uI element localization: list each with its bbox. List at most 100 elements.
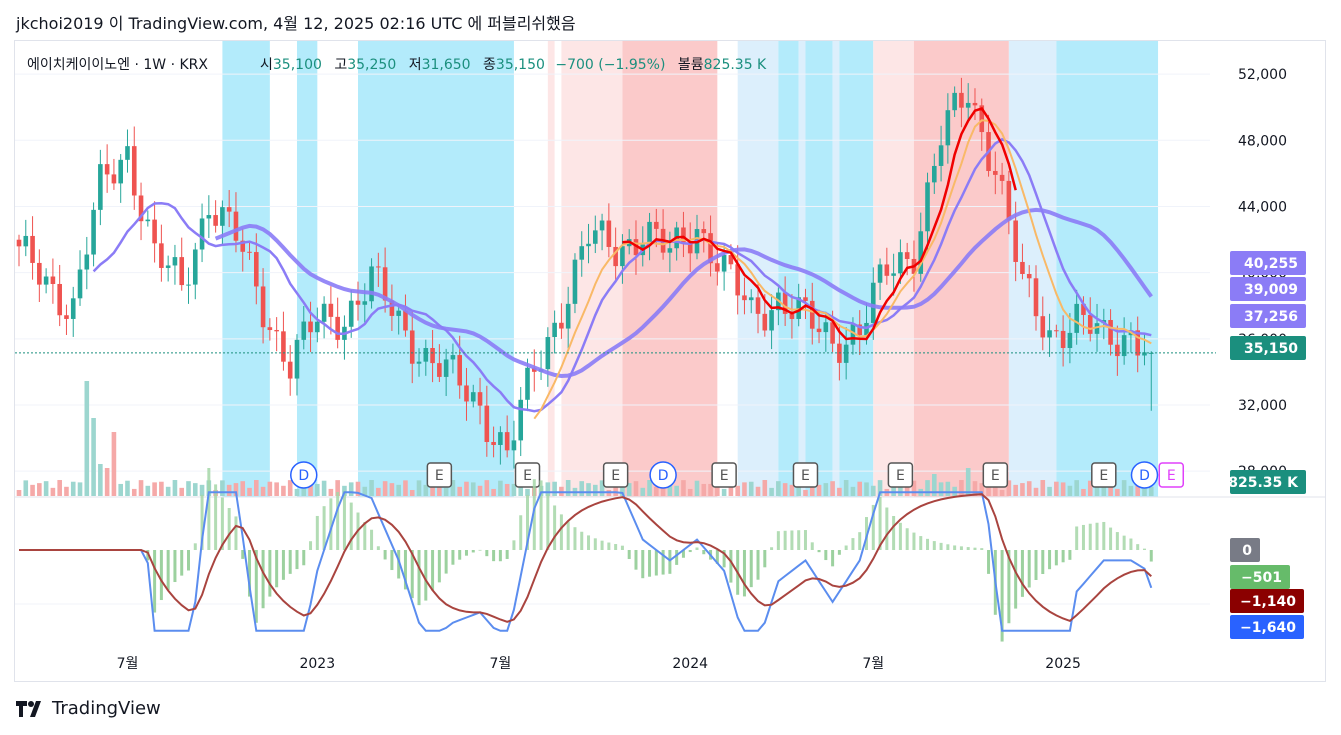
- macd-histogram-bar: [844, 545, 848, 550]
- macd-histogram-bar: [926, 538, 930, 550]
- time-tick-label: 2024: [672, 656, 708, 672]
- macd-histogram-bar: [302, 550, 306, 566]
- candle-body: [450, 355, 456, 360]
- macd-histogram-bar: [397, 550, 401, 579]
- volume-bar: [891, 480, 896, 496]
- volume-bar: [165, 486, 171, 496]
- candle-body: [870, 282, 876, 323]
- macd-histogram-bar: [919, 536, 923, 550]
- volume-bar: [1094, 483, 1100, 496]
- volume-bar: [579, 481, 585, 496]
- candle-body: [498, 432, 503, 445]
- candle-body: [1054, 330, 1059, 332]
- volume-bar: [945, 481, 951, 496]
- macd-histogram-bar: [783, 530, 787, 550]
- macd-histogram-bar: [1014, 550, 1018, 609]
- volume-bar: [830, 481, 835, 496]
- macd-histogram-bar: [668, 550, 672, 574]
- volume-bar: [1128, 485, 1134, 496]
- volume-bar: [1121, 480, 1127, 496]
- macd-histogram-bar: [159, 550, 163, 601]
- volume-bar: [16, 490, 22, 496]
- candle-body: [1121, 335, 1127, 357]
- macd-histogram-bar: [492, 550, 496, 562]
- volume-bar: [450, 480, 456, 496]
- macd-histogram-bar: [214, 484, 218, 550]
- volume-bar: [287, 480, 293, 496]
- volume-bar: [1101, 483, 1107, 496]
- candle-body: [1074, 303, 1079, 333]
- macd-histogram-bar: [824, 550, 828, 561]
- volume-bar: [1067, 485, 1073, 496]
- volume-bar: [782, 483, 788, 496]
- candle-body: [376, 266, 381, 268]
- macd-histogram-bar: [315, 515, 319, 550]
- macd-histogram-bar: [600, 540, 604, 550]
- volume-bar: [1142, 481, 1147, 496]
- volume-bar: [518, 480, 524, 496]
- legend-change: −700 (−1.95%): [555, 57, 665, 73]
- candle-body: [1060, 330, 1066, 348]
- macd-histogram-bar: [959, 546, 963, 550]
- event-marker-label: E: [435, 468, 444, 484]
- candle-body: [735, 264, 740, 296]
- volume-bar: [1115, 488, 1120, 496]
- candle-body: [742, 295, 747, 301]
- macd-histogram-bar: [329, 498, 333, 550]
- candle-body: [755, 297, 761, 314]
- candle-body: [559, 322, 564, 329]
- macd-histogram-bar: [953, 545, 957, 550]
- candle-body: [898, 252, 903, 274]
- macd-histogram-bar: [410, 550, 414, 599]
- price-badge-label: 35,150: [1244, 341, 1298, 357]
- volume-bar: [274, 482, 279, 496]
- time-tick-label: 7월: [489, 656, 511, 672]
- volume-bar: [552, 481, 557, 496]
- volume-bars: [16, 381, 1154, 496]
- candle-body: [43, 276, 49, 285]
- volume-bar: [315, 483, 320, 496]
- macd-histogram-bar: [1149, 550, 1153, 562]
- macd-histogram-bar: [1102, 521, 1106, 550]
- macd-histogram-bar: [390, 550, 394, 571]
- candle-body: [511, 440, 517, 451]
- macd-histogram-bar: [1075, 526, 1079, 550]
- price-badge: [1230, 336, 1306, 360]
- tradingview-brand[interactable]: TradingView: [16, 698, 161, 719]
- candle-body: [857, 324, 863, 336]
- price-badge: [1230, 251, 1306, 275]
- volume-bar: [240, 481, 246, 496]
- macd-histogram-bar: [898, 522, 902, 550]
- candle-body: [437, 363, 442, 377]
- macd-histogram-bar: [1109, 527, 1113, 550]
- candle-body: [491, 441, 496, 445]
- macd-histogram-bar: [770, 547, 774, 550]
- volume-bar: [321, 480, 327, 496]
- macd-histogram-bar: [885, 507, 889, 550]
- macd-histogram-bar: [912, 532, 916, 550]
- candle-body: [518, 399, 524, 441]
- volume-bar: [1148, 486, 1154, 496]
- macd-histogram-bar: [431, 550, 435, 591]
- macd-histogram-bar: [1061, 550, 1065, 563]
- ma-red-line: [622, 107, 1017, 341]
- candle-body: [606, 220, 612, 247]
- candle-body: [932, 165, 937, 183]
- candle-body: [884, 264, 890, 276]
- time-tick-label: 7월: [862, 656, 884, 672]
- legend-high-value: 35,250: [347, 57, 396, 73]
- candle-body: [30, 235, 35, 263]
- price-badge: [1230, 304, 1306, 328]
- candle-body: [179, 257, 185, 286]
- macd-histogram-bar: [1041, 550, 1045, 574]
- volume-bar: [1047, 486, 1052, 496]
- volume-bar: [423, 484, 429, 496]
- candle-body: [904, 252, 910, 259]
- candle-body: [240, 240, 246, 252]
- event-marker-label: D: [298, 468, 309, 484]
- volume-bar: [911, 480, 917, 496]
- macd-histogram-bar: [451, 550, 455, 565]
- background-zone: [222, 41, 270, 497]
